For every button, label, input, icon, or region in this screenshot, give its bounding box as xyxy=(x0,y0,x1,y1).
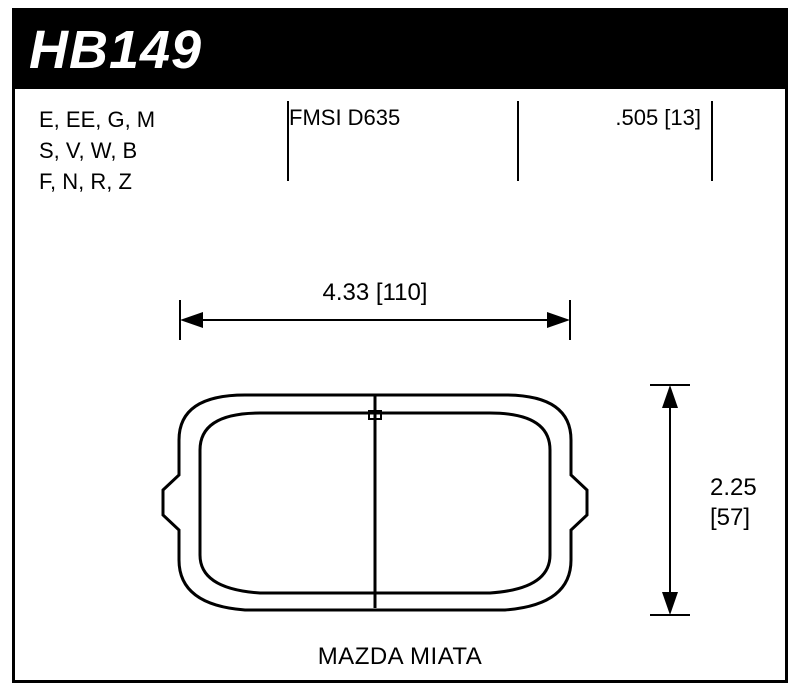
compound-codes: E, EE, G, M S, V, W, B F, N, R, Z xyxy=(39,105,289,197)
brake-pad-shape xyxy=(163,395,587,610)
height-mm: [57] xyxy=(710,504,750,531)
width-label: 4.33 [110] xyxy=(323,279,428,306)
thickness-spec: .505 [13] xyxy=(519,105,761,197)
width-dimension: 4.33 [110] xyxy=(180,279,570,340)
fmsi-code: FMSI D635 xyxy=(289,105,519,197)
height-label: 2.25 xyxy=(710,474,757,501)
height-dimension: 2.25 [57] xyxy=(650,385,757,615)
spec-row: E, EE, G, M S, V, W, B F, N, R, Z FMSI D… xyxy=(15,89,785,205)
part-number: HB149 xyxy=(29,19,771,81)
product-name: MAZDA MIATA xyxy=(15,643,785,671)
diagram-area: 4.33 [110] 2.25 [57] xyxy=(15,215,785,685)
header-bar: HB149 xyxy=(15,11,785,89)
brake-pad-diagram: 4.33 [110] 2.25 [57] xyxy=(15,215,791,685)
